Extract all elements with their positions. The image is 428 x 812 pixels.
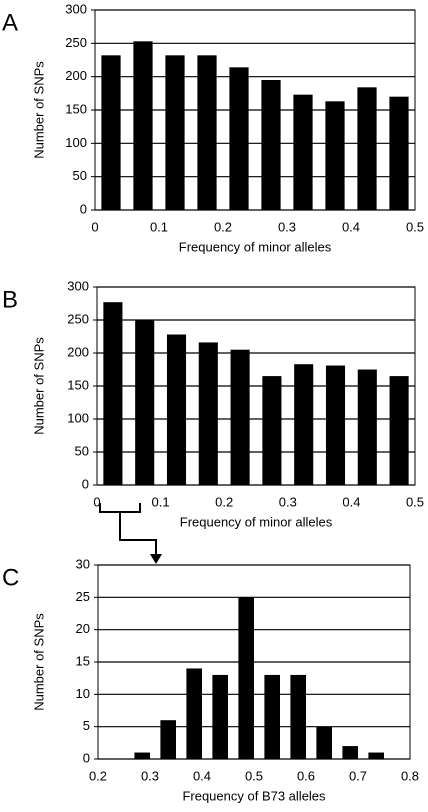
- bar: [357, 87, 377, 210]
- bar: [103, 302, 123, 485]
- bar: [261, 80, 281, 210]
- y-tick-label: 25: [76, 589, 90, 604]
- y-tick-label: 300: [65, 1, 87, 16]
- y-tick-label: 150: [67, 377, 89, 392]
- y-tick-label: 0: [82, 476, 89, 491]
- bar: [238, 597, 254, 759]
- bar: [160, 720, 176, 759]
- x-tick-label: 0: [93, 494, 100, 509]
- bar: [197, 55, 217, 211]
- bar: [357, 369, 377, 485]
- panel-letter: C: [2, 564, 19, 591]
- y-tick-label: 20: [76, 621, 90, 636]
- panel-letter: B: [2, 286, 18, 313]
- bar: [135, 320, 155, 485]
- bar: [325, 365, 346, 485]
- x-tick-label: 0.2: [89, 768, 107, 783]
- y-axis-label: Number of SNPs: [31, 613, 46, 711]
- y-tick-label: 200: [67, 344, 89, 359]
- bar: [294, 364, 314, 485]
- bar: [262, 376, 282, 485]
- x-tick-label: 0.4: [342, 494, 360, 509]
- bar: [290, 674, 306, 759]
- x-tick-label: 0.3: [279, 494, 297, 509]
- x-tick-label: 0.2: [214, 219, 232, 234]
- x-axis-label: Frequency of B73 alleles: [182, 788, 326, 803]
- y-tick-label: 5: [83, 718, 90, 733]
- bar: [389, 96, 409, 210]
- x-tick-label: 0.7: [349, 768, 367, 783]
- y-tick-label: 15: [76, 653, 90, 668]
- bar: [101, 55, 121, 211]
- x-tick-label: 0.8: [401, 768, 419, 783]
- bar: [134, 752, 150, 759]
- x-tick-label: 0.4: [193, 768, 211, 783]
- bar: [212, 674, 228, 759]
- y-tick-label: 50: [75, 443, 89, 458]
- bar: [325, 101, 345, 210]
- y-tick-label: 300: [67, 278, 89, 293]
- bar: [316, 726, 332, 759]
- x-tick-label: 0.5: [245, 768, 263, 783]
- y-tick-label: 100: [65, 135, 87, 150]
- bar: [198, 342, 218, 485]
- bar: [230, 349, 250, 485]
- x-tick-label: 0.5: [406, 494, 424, 509]
- x-tick-label: 0: [91, 219, 98, 234]
- bar: [166, 334, 187, 485]
- panel-letter: A: [2, 9, 18, 36]
- y-tick-label: 10: [76, 686, 90, 701]
- arrow-head: [150, 554, 162, 564]
- x-tick-label: 0.3: [141, 768, 159, 783]
- y-tick-label: 250: [65, 35, 87, 50]
- bar: [293, 94, 313, 210]
- x-tick-label: 0.1: [150, 219, 168, 234]
- bracket-arrow: [99, 503, 157, 556]
- bar: [229, 67, 249, 210]
- x-tick-label: 0.4: [342, 219, 360, 234]
- bar: [133, 41, 153, 211]
- bar: [389, 376, 409, 485]
- y-tick-label: 100: [67, 410, 89, 425]
- y-tick-label: 200: [65, 68, 87, 83]
- y-tick-label: 0: [80, 201, 87, 216]
- bar: [165, 55, 185, 211]
- bar: [342, 746, 358, 759]
- y-tick-label: 150: [65, 101, 87, 116]
- y-tick-label: 30: [76, 556, 90, 571]
- y-tick-label: 50: [73, 168, 87, 183]
- y-tick-label: 0: [83, 750, 90, 765]
- y-axis-label: Number of SNPs: [31, 61, 46, 159]
- bar: [186, 668, 202, 759]
- x-tick-label: 0.6: [297, 768, 315, 783]
- x-tick-label: 0.5: [406, 219, 424, 234]
- y-tick-label: 250: [67, 311, 89, 326]
- bar: [368, 752, 384, 759]
- x-tick-label: 0.2: [215, 494, 233, 509]
- y-axis-label: Number of SNPs: [31, 337, 46, 435]
- x-axis-label: Frequency of minor alleles: [180, 514, 333, 529]
- x-tick-label: 0.3: [278, 219, 296, 234]
- bar: [264, 674, 280, 759]
- x-tick-label: 0.1: [152, 494, 170, 509]
- x-axis-label: Frequency of minor alleles: [179, 239, 332, 254]
